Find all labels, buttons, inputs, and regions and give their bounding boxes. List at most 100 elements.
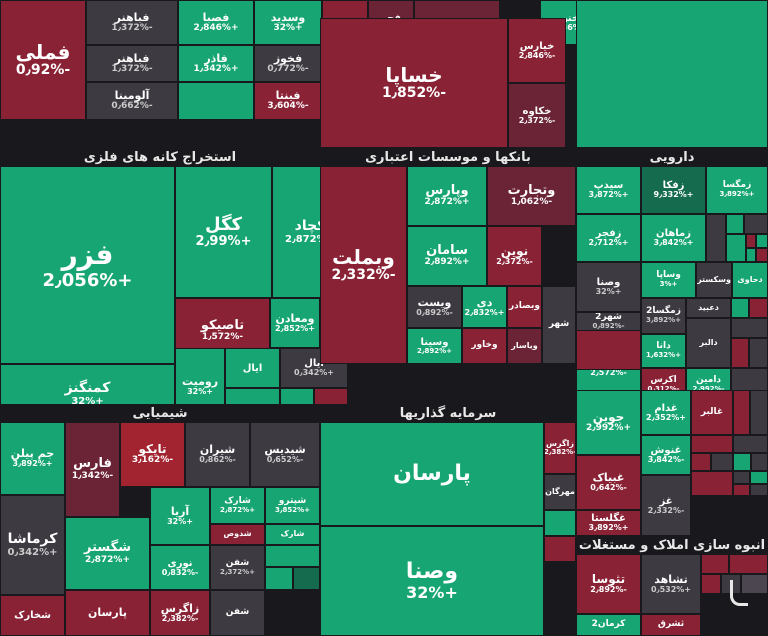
cell-gray-dot2[interactable] xyxy=(749,338,768,368)
cell-zafjar[interactable]: زفجر +2٫712% xyxy=(576,214,641,262)
cell-eest[interactable]: ویست -0٫892% xyxy=(407,286,462,328)
cell-dahavi[interactable]: وصنا +32% xyxy=(576,262,641,312)
cell-fineta[interactable]: فینتا -3٫604% xyxy=(254,82,322,120)
cell-shahr1[interactable]: شهر xyxy=(542,286,576,364)
cell-green-food1[interactable] xyxy=(733,453,751,471)
cell-tsotsa[interactable]: تثوسا -2٫892% xyxy=(576,554,641,614)
cell-green-top-pharma[interactable] xyxy=(576,0,768,148)
cell-shakhark[interactable]: شفن xyxy=(210,590,265,636)
cell-wyasar[interactable]: ویاسار xyxy=(507,328,542,364)
cell-dabur[interactable]: زمگسا2 +3٫892% xyxy=(641,298,686,334)
cell-shpetro[interactable]: شارک +2٫872% xyxy=(210,487,265,524)
cell-kegel[interactable]: کگل +2٫99% xyxy=(175,166,272,298)
cell-ghaliber[interactable]: غالبر xyxy=(691,390,733,435)
cell-gray-pharma7[interactable] xyxy=(746,248,756,262)
cell-fkhouz[interactable]: فخوز -0٫772% xyxy=(254,45,322,82)
cell-red-food4[interactable] xyxy=(733,484,750,496)
cell-jampilan[interactable]: جم پیلن +3٫892% xyxy=(0,422,65,495)
cell-wsadid[interactable]: وسدید +32% xyxy=(254,0,322,45)
cell-shidis[interactable]: شیدیس -0٫652% xyxy=(250,422,320,487)
cell-green-chem2[interactable] xyxy=(265,567,293,590)
cell-wpars[interactable]: وپارس +2٫872% xyxy=(407,166,487,226)
cell-gray-food1[interactable] xyxy=(733,435,768,453)
cell-damin[interactable] xyxy=(576,330,641,370)
cell-zafka[interactable]: زفکا +9٫332% xyxy=(641,166,706,214)
cell-day[interactable]: دی +2٫832% xyxy=(462,286,507,328)
cell-noori[interactable]: کرماشا +0٫342% xyxy=(0,495,65,595)
cell-gray-pharma6[interactable] xyxy=(756,234,768,248)
cell-mix-food1[interactable] xyxy=(733,471,750,484)
cell-wtejarat[interactable]: وتجارت -1٫062% xyxy=(487,166,576,226)
cell-fbahaner[interactable]: فباهنر -1٫372% xyxy=(86,0,178,45)
cell-ghinoo[interactable] xyxy=(733,390,750,435)
cell-shahr3[interactable]: مهرگان xyxy=(544,474,576,510)
cell-gray-pharma2[interactable] xyxy=(726,214,744,234)
cell-tayko[interactable]: تایکو -3٫162% xyxy=(120,422,185,487)
cell-tshahed[interactable]: تشاهد +0٫532% xyxy=(641,554,701,614)
cell-green-food2[interactable] xyxy=(750,471,768,484)
cell-parsan[interactable]: شخارک xyxy=(0,595,65,636)
cell-red-re3[interactable] xyxy=(701,574,721,594)
cell-green-chem1[interactable] xyxy=(265,545,320,567)
cell-ffaeq[interactable] xyxy=(178,82,254,120)
cell-khiaras[interactable]: خیارس -2٫846% xyxy=(508,18,566,83)
cell-sayed[interactable]: سیدپ +3٫872% xyxy=(576,166,641,214)
cell-kermasha[interactable]: شفن +2٫372% xyxy=(210,545,265,590)
cell-fazer-big[interactable]: فزر +2٫056% xyxy=(0,166,175,364)
cell-gray-pharma4[interactable] xyxy=(726,234,746,262)
cell-red-inv1[interactable] xyxy=(544,536,576,562)
cell-vomadan[interactable]: ومعادن +2٫852% xyxy=(270,298,320,348)
cell-pakhsh[interactable]: شهر2 -0٫892% xyxy=(576,312,641,332)
cell-red-dot2[interactable] xyxy=(731,338,749,368)
cell-red-food1[interactable] xyxy=(691,435,733,453)
cell-red-food2[interactable] xyxy=(691,453,711,471)
cell-gray-pharma8[interactable] xyxy=(756,248,768,262)
cell-jovin[interactable]: جوین +2٫992% xyxy=(576,390,641,455)
cell-boali[interactable]: زاگرس -2٫382% xyxy=(150,590,210,636)
cell-fsaba2[interactable]: فاذر +1٫342% xyxy=(178,45,254,82)
cell-eyal[interactable]: ایال xyxy=(225,348,280,388)
cell-shfan[interactable]: نوری -0٫832% xyxy=(150,545,210,590)
cell-wbasadr[interactable]: وبصادر xyxy=(507,286,542,328)
cell-red-re1[interactable] xyxy=(701,554,729,574)
cell-wasapa[interactable]: وصنا +32% xyxy=(320,526,544,636)
cell-kerman3[interactable]: کرمان2 xyxy=(576,614,641,636)
cell-gray-food3[interactable] xyxy=(751,453,768,471)
cell-gray-food4[interactable] xyxy=(750,484,768,496)
cell-shgostar[interactable]: شگستر +2٫872% xyxy=(65,517,150,590)
cell-khesapa-big[interactable]: خساپا -1٫852% xyxy=(320,18,508,148)
cell-gray-pharma5[interactable] xyxy=(746,234,756,248)
cell-red-re2[interactable] xyxy=(729,554,768,574)
cell-ghnoosh[interactable]: غبیاک -0٫642% xyxy=(576,455,641,510)
cell-sharak[interactable]: آریا +32% xyxy=(150,487,210,545)
cell-fars[interactable]: فارس -1٫342% xyxy=(65,422,120,517)
cell-aria2[interactable]: شارک xyxy=(265,524,320,545)
cell-petrol[interactable]: شدوص xyxy=(210,524,265,545)
cell-wobamlt-big[interactable]: وبملت -2٫332% xyxy=(320,166,407,364)
cell-gray-pharma3[interactable] xyxy=(744,214,768,234)
cell-ghaz[interactable]: غگلستا +3٫892% xyxy=(576,510,641,536)
cell-fameli-big[interactable]: فملی -0٫92% xyxy=(0,0,86,120)
cell-shdoos[interactable]: شپترو +3٫852% xyxy=(265,487,320,524)
cell-fsaba[interactable]: فصبا +2٫846% xyxy=(178,0,254,45)
cell-ghbehnoosh[interactable]: غز -2٫332% xyxy=(641,475,691,536)
cell-novin[interactable]: نوین -2٫372% xyxy=(487,226,542,286)
cell-khkaveh[interactable]: خکاوه -2٫372% xyxy=(508,83,566,148)
cell-green-chem3[interactable] xyxy=(293,567,320,590)
cell-akres[interactable]: دعبید xyxy=(686,298,731,318)
cell-ghgolestan[interactable]: غنوش -3٫842% xyxy=(641,435,691,475)
cell-zamgsa[interactable]: زمگسا +3٫892% xyxy=(706,166,768,214)
cell-saman[interactable]: سامان +2٫892% xyxy=(407,226,487,286)
cell-gray-inv1[interactable] xyxy=(544,510,576,536)
cell-wkhavar2[interactable]: وخاور xyxy=(462,328,507,364)
cell-dtmad[interactable]: دانا +1٫632% xyxy=(641,334,686,368)
cell-dalbar[interactable]: وسکستر xyxy=(696,262,732,298)
cell-gray-food2[interactable] xyxy=(711,453,733,471)
cell-falomina[interactable]: آلومینا -0٫662% xyxy=(86,82,178,120)
cell-fbahaner2[interactable]: فباهنر -1٫372% xyxy=(86,45,178,82)
cell-tshorq[interactable]: ثشرق xyxy=(641,614,701,636)
cell-green-dot1[interactable] xyxy=(731,298,749,318)
cell-shiran[interactable]: شیران -0٫862% xyxy=(185,422,250,487)
cell-zamahan[interactable]: زماهان +3٫842% xyxy=(641,214,706,262)
cell-ghadam[interactable]: غدام +2٫352% xyxy=(641,390,691,435)
